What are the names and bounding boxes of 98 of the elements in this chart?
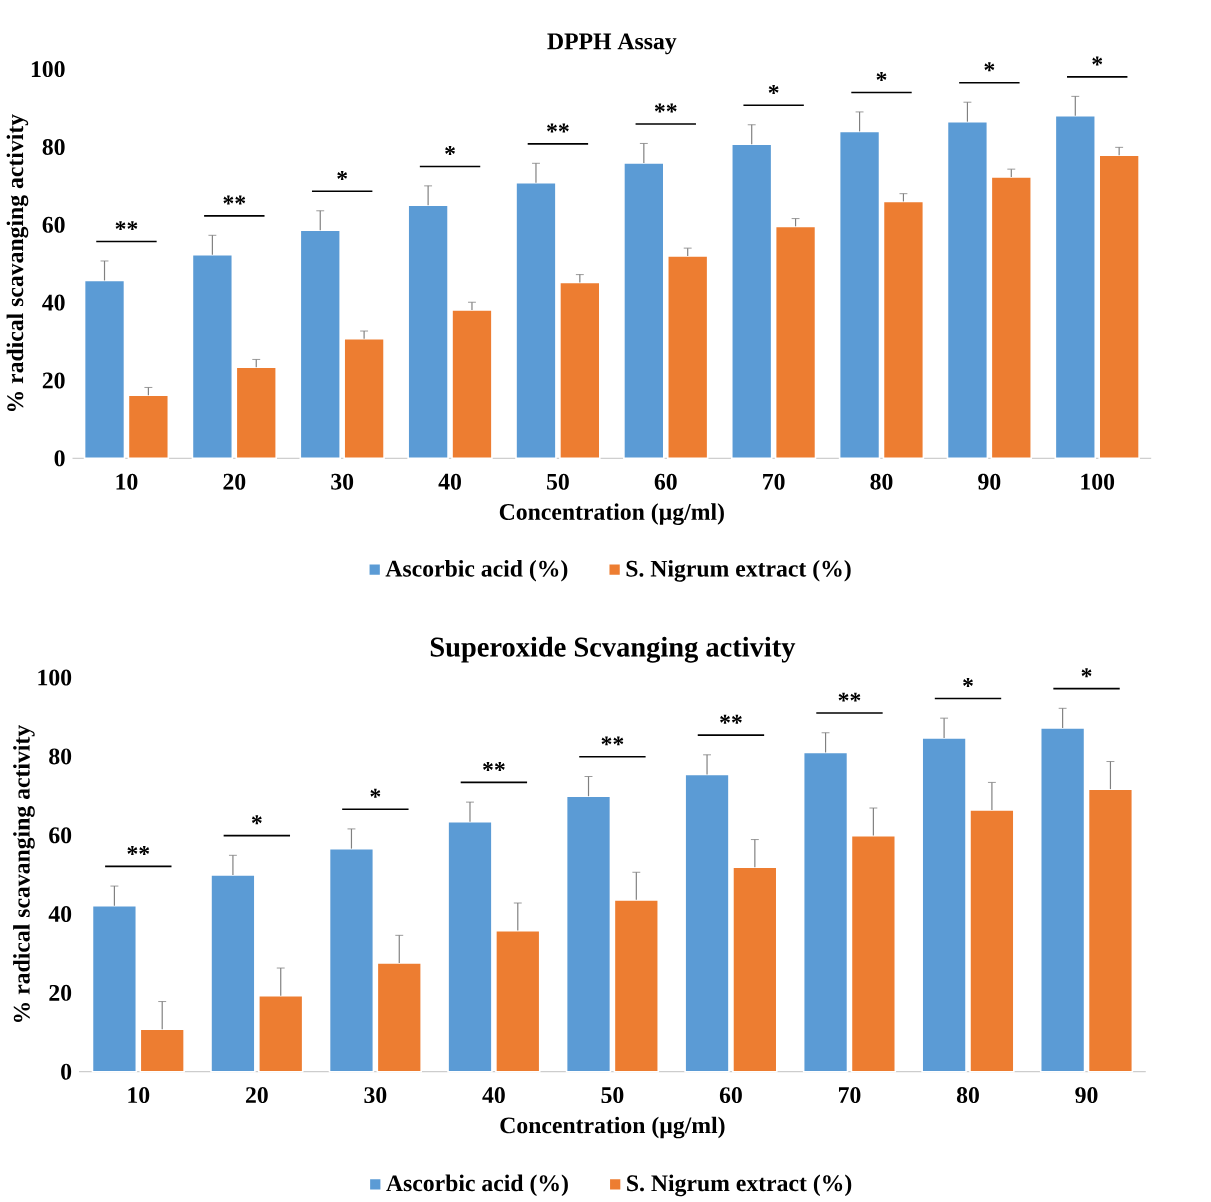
bar bbox=[684, 773, 730, 1073]
bar bbox=[613, 899, 660, 1073]
annotation: ** bbox=[838, 692, 861, 702]
y-tick-label: 60 bbox=[42, 216, 65, 233]
annotation: * bbox=[337, 170, 348, 180]
bar bbox=[343, 338, 385, 460]
bar bbox=[127, 394, 170, 460]
y-tick-label: 100 bbox=[31, 61, 65, 78]
bar bbox=[210, 874, 256, 1073]
annotation: ** bbox=[483, 762, 505, 772]
annotation: * bbox=[963, 678, 973, 688]
annotation: ** bbox=[547, 123, 569, 133]
annotation: ** bbox=[720, 714, 742, 724]
x-tick-label: 80 bbox=[956, 1087, 979, 1104]
bar bbox=[451, 309, 493, 460]
x-tick-label: 60 bbox=[719, 1087, 742, 1104]
bar bbox=[969, 809, 1015, 1073]
bar bbox=[774, 225, 817, 460]
y-tick-label: 0 bbox=[54, 450, 65, 467]
x-tick-label: 70 bbox=[763, 473, 785, 490]
bar bbox=[91, 905, 138, 1073]
x-tick-label: 60 bbox=[654, 473, 677, 490]
y-tick-label: 80 bbox=[42, 139, 65, 155]
bar bbox=[376, 962, 422, 1073]
bar bbox=[990, 176, 1033, 460]
bar bbox=[565, 795, 612, 1073]
bar bbox=[515, 182, 557, 460]
bar bbox=[802, 751, 849, 1073]
bar bbox=[1039, 727, 1086, 1073]
bar bbox=[850, 834, 897, 1073]
bar bbox=[732, 866, 778, 1073]
annotation: * bbox=[370, 788, 381, 798]
y-tick-label: 0 bbox=[61, 1063, 72, 1080]
bar bbox=[1054, 115, 1097, 460]
x-tick-label: 40 bbox=[482, 1087, 505, 1104]
bar bbox=[258, 994, 304, 1073]
x-tick-label: 50 bbox=[601, 1087, 624, 1104]
bar bbox=[666, 255, 709, 460]
annotation: * bbox=[251, 815, 262, 825]
bar bbox=[838, 130, 881, 460]
y-axis-title: % radical scavanging activity bbox=[6, 114, 29, 412]
bar bbox=[299, 229, 341, 460]
x-tick-label: 40 bbox=[438, 473, 461, 490]
annotation: * bbox=[984, 62, 995, 72]
annotation: * bbox=[876, 72, 887, 82]
chart-title: DPPH Assay bbox=[547, 33, 677, 55]
y-axis-title: % radical scavanging activity bbox=[13, 725, 35, 1023]
x-tick-label: 90 bbox=[978, 473, 1001, 490]
bar bbox=[1087, 788, 1134, 1073]
annotation: * bbox=[445, 146, 455, 156]
legend-label: S. Nigrum extract (%) bbox=[626, 560, 851, 582]
x-tick-label: 20 bbox=[245, 1087, 268, 1104]
x-tick-label: 70 bbox=[838, 1087, 861, 1104]
bar bbox=[328, 847, 375, 1073]
bar bbox=[407, 204, 449, 460]
x-tick-label: 30 bbox=[364, 1087, 387, 1104]
y-tick-label: 40 bbox=[42, 294, 65, 311]
x-axis-title: Concentration (µg/ml) bbox=[499, 503, 724, 525]
bar bbox=[495, 929, 541, 1073]
bar bbox=[235, 366, 277, 460]
y-tick-label: 20 bbox=[49, 984, 72, 1001]
bar bbox=[447, 821, 493, 1073]
y-tick-label: 100 bbox=[38, 669, 72, 686]
annotation: ** bbox=[654, 103, 677, 113]
x-tick-label: 10 bbox=[128, 1087, 150, 1104]
bar bbox=[559, 281, 601, 460]
y-tick-label: 80 bbox=[49, 748, 72, 765]
text: * bbox=[1081, 668, 1092, 678]
annotation: ** bbox=[223, 195, 246, 205]
bar bbox=[1098, 154, 1140, 460]
x-tick-label: 80 bbox=[870, 473, 893, 490]
annotation: ** bbox=[601, 736, 624, 746]
bar bbox=[83, 279, 126, 460]
annotation: ** bbox=[127, 846, 150, 855]
annotation: ** bbox=[115, 221, 138, 231]
bar bbox=[623, 162, 665, 460]
bar bbox=[946, 120, 989, 460]
legend-label: Ascorbic acid (%) bbox=[386, 1174, 568, 1197]
x-tick-label: 50 bbox=[547, 473, 569, 490]
annotation: * bbox=[768, 84, 779, 94]
legend-label: Ascorbic acid (%) bbox=[385, 560, 568, 582]
text: * bbox=[1092, 56, 1103, 66]
bar bbox=[139, 1028, 185, 1073]
x-tick-label: 100 bbox=[1081, 473, 1115, 490]
y-tick-label: 20 bbox=[42, 372, 65, 389]
y-tick-label: 60 bbox=[49, 827, 72, 844]
x-axis-title: Concentration (µg/ml) bbox=[500, 1116, 725, 1139]
x-tick-label: 90 bbox=[1075, 1087, 1098, 1104]
chart-title: Superoxide Scvanging activity bbox=[430, 636, 796, 663]
x-tick-label: 30 bbox=[331, 473, 354, 490]
x-tick-label: 20 bbox=[223, 473, 246, 490]
y-tick-label: 40 bbox=[48, 906, 72, 923]
bar bbox=[921, 737, 967, 1073]
bar bbox=[191, 254, 234, 460]
legend-label: S. Nigrum extract (%) bbox=[627, 1174, 852, 1197]
x-tick-label: 10 bbox=[116, 473, 138, 490]
bar bbox=[882, 200, 925, 460]
bar bbox=[730, 143, 773, 460]
